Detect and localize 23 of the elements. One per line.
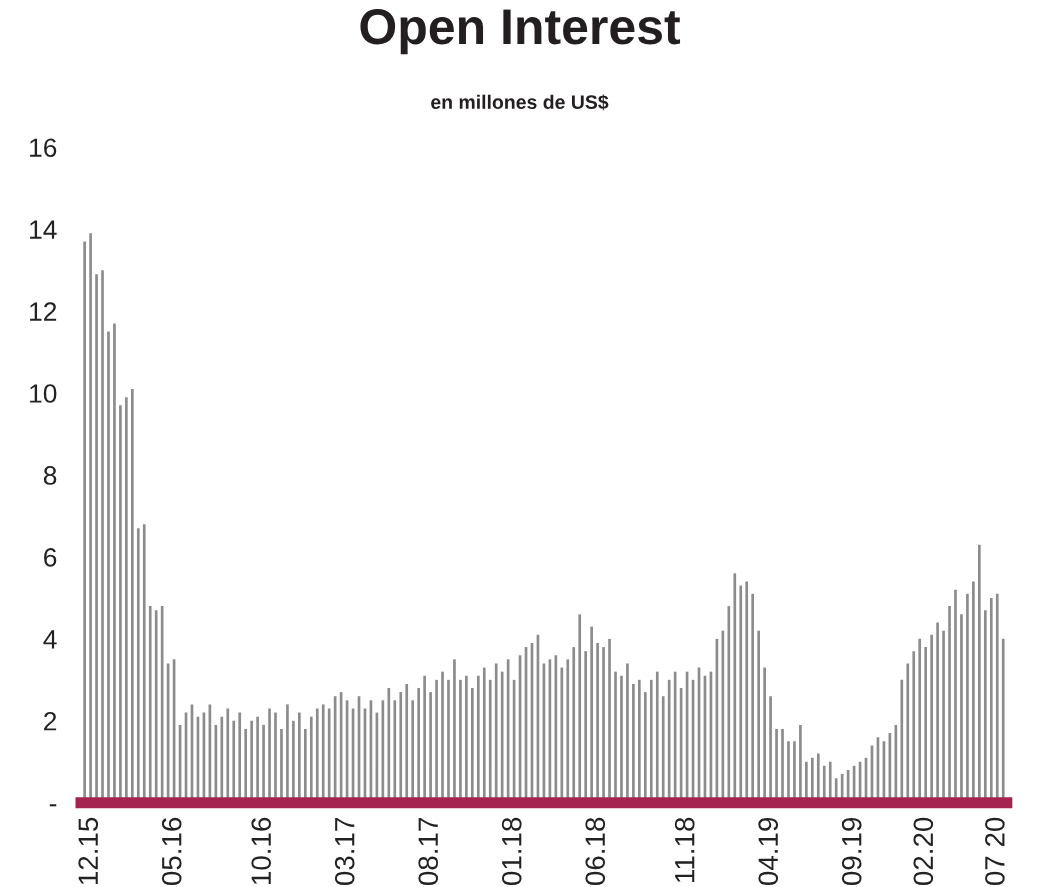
chart-subtitle: en millones de US$ <box>431 94 609 111</box>
y-tick-label: 6 <box>44 548 57 567</box>
y-tick-label: - <box>49 804 57 807</box>
x-tick-label: 11.18 <box>674 817 695 882</box>
y-tick-label: 10 <box>30 384 57 403</box>
chart-title: Open Interest <box>360 9 681 55</box>
y-tick-label: 16 <box>30 138 57 158</box>
x-tick-label: 03.17 <box>334 818 355 886</box>
x-tick-label: 09.19 <box>841 817 862 886</box>
x-tick-label: 04.19 <box>758 817 779 886</box>
x-tick-label: 08.17 <box>418 818 439 886</box>
x-tick-label: 05.16 <box>161 817 182 886</box>
y-tick-label: 8 <box>43 466 57 485</box>
y-tick-label: 12 <box>30 302 57 321</box>
x-tick-label: 10.16 <box>251 817 272 885</box>
y-tick-label: 14 <box>30 220 57 239</box>
x-tick-label: 07 20 <box>985 817 1005 886</box>
y-tick-label: 4 <box>43 630 57 649</box>
x-tick-label: 06.18 <box>585 817 606 886</box>
x-tick-label: 02.20 <box>913 817 934 886</box>
y-tick-label: 2 <box>44 711 57 731</box>
x-tick-label: 12.15 <box>78 817 99 885</box>
x-tick-label: 01.18 <box>501 817 522 886</box>
